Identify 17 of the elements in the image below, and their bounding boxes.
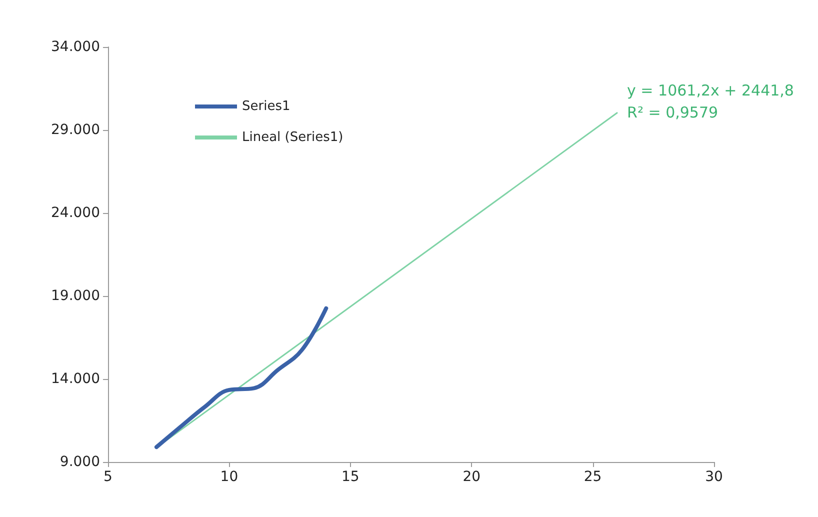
legend-label: Series1 — [242, 99, 290, 114]
x-tick-label: 20 — [462, 469, 481, 485]
y-tick-label: 29.000 — [51, 122, 100, 138]
x-tick-label: 10 — [220, 469, 238, 485]
x-tick-label: 15 — [341, 469, 360, 485]
y-tick-label: 14.000 — [51, 371, 100, 387]
annotation: R² = 0,9579 — [627, 103, 718, 122]
annotation: y = 1061,2x + 2441,8 — [627, 81, 794, 100]
x-tick-label: 5 — [104, 469, 112, 485]
y-tick-label: 19.000 — [51, 288, 100, 304]
line-series — [154, 306, 328, 450]
y-tick-label: 24.000 — [51, 205, 100, 221]
y-tick-label: 9.000 — [60, 454, 100, 470]
y-tick-label: 34.000 — [51, 39, 100, 55]
x-tick-label: 30 — [705, 469, 723, 485]
x-tick-label: 25 — [584, 469, 602, 485]
legend-label: Lineal (Series1) — [242, 130, 344, 145]
